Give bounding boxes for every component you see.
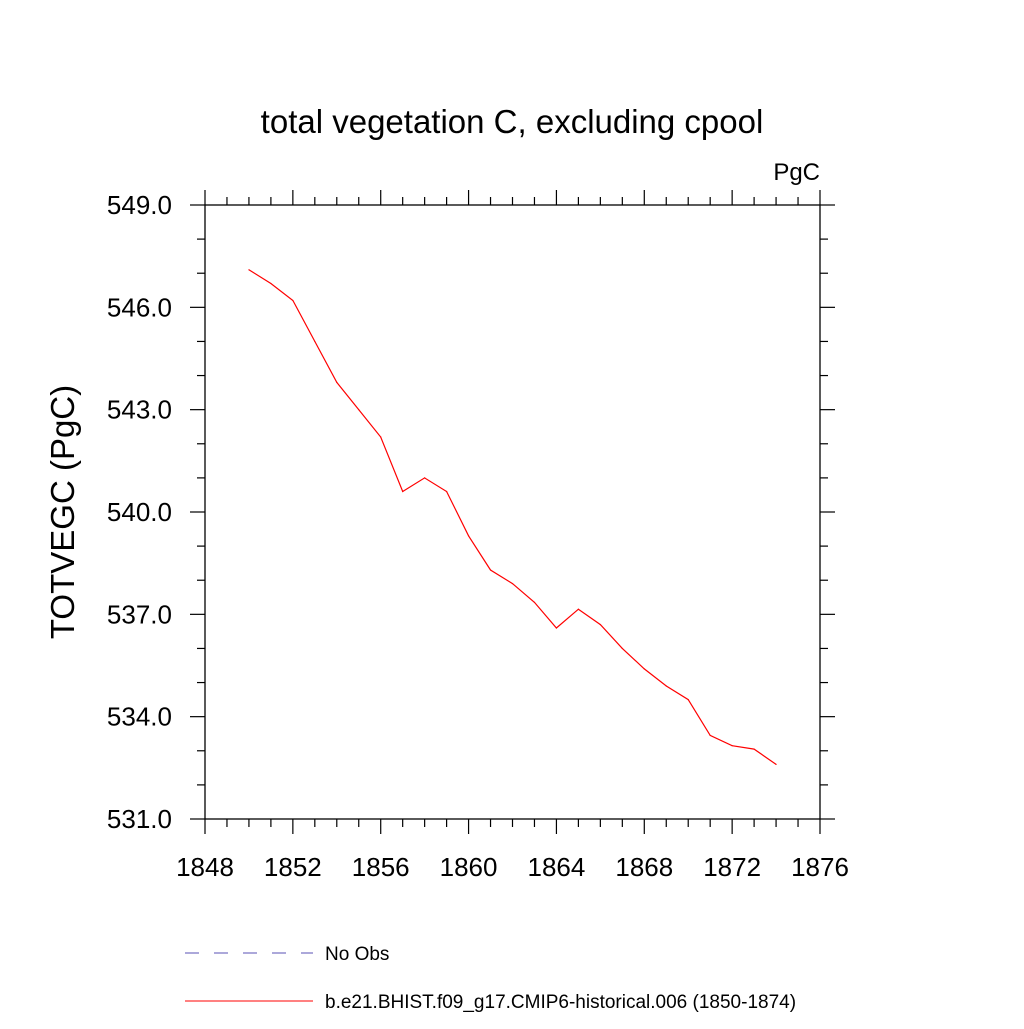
y-tick-label: 543.0: [107, 395, 172, 425]
legend-label-0: No Obs: [325, 944, 389, 965]
data-point: [380, 436, 382, 438]
data-point: [665, 685, 667, 687]
data-point: [314, 340, 316, 343]
data-point: [424, 477, 426, 479]
x-tick-label: 1868: [615, 852, 673, 882]
y-tick-label: 534.0: [107, 702, 172, 732]
data-point: [533, 601, 536, 603]
data-point: [709, 734, 711, 737]
units-label: PgC: [773, 159, 820, 186]
x-tick-label: 1848: [176, 852, 234, 882]
plot-area: 1848 1852 1856 1860 1864 1868 1872 1876 531.0 534…: [107, 190, 849, 882]
data-point: [270, 282, 272, 285]
data-point: [599, 623, 601, 626]
chart-title: total vegetation C, excluding cpool: [261, 103, 764, 140]
data-point: [358, 409, 360, 411]
data-point: [248, 269, 250, 271]
data-point: [753, 748, 755, 750]
data-point: [292, 299, 294, 302]
data-point: [511, 583, 514, 585]
y-tick-label: 546.0: [107, 292, 172, 322]
data-point: [621, 647, 623, 650]
x-tick-label: 1860: [440, 852, 498, 882]
y-tick-label: 540.0: [107, 497, 172, 527]
data-point: [467, 535, 470, 537]
y-tick-label: 549.0: [107, 190, 172, 220]
plot-frame: [204, 204, 821, 820]
y-tick-label: 531.0: [107, 804, 172, 834]
x-tick-label: 1852: [264, 852, 322, 882]
data-point: [643, 668, 645, 670]
data-point: [775, 763, 777, 766]
x-tick-label: 1856: [352, 852, 410, 882]
y-tick-label: 537.0: [107, 599, 172, 629]
x-tick-label: 1872: [703, 852, 761, 882]
data-point: [489, 569, 492, 571]
x-tick-label: 1864: [528, 852, 586, 882]
data-point: [336, 381, 338, 383]
legend: No Obs b.e21.BHIST.f09_g17.CMIP6-historic…: [185, 944, 796, 1013]
data-point: [577, 608, 579, 610]
series-line-1: [248, 269, 777, 765]
data-point: [731, 745, 733, 747]
data-point: [687, 699, 689, 701]
data-point: [446, 490, 448, 493]
data-point: [402, 490, 404, 493]
y-axis-label: TOTVEGC (PgC): [44, 385, 81, 639]
x-tick-label: 1876: [791, 852, 849, 882]
legend-label-1: b.e21.BHIST.f09_g17.CMIP6-historical.006…: [325, 992, 796, 1013]
data-point: [555, 627, 558, 629]
